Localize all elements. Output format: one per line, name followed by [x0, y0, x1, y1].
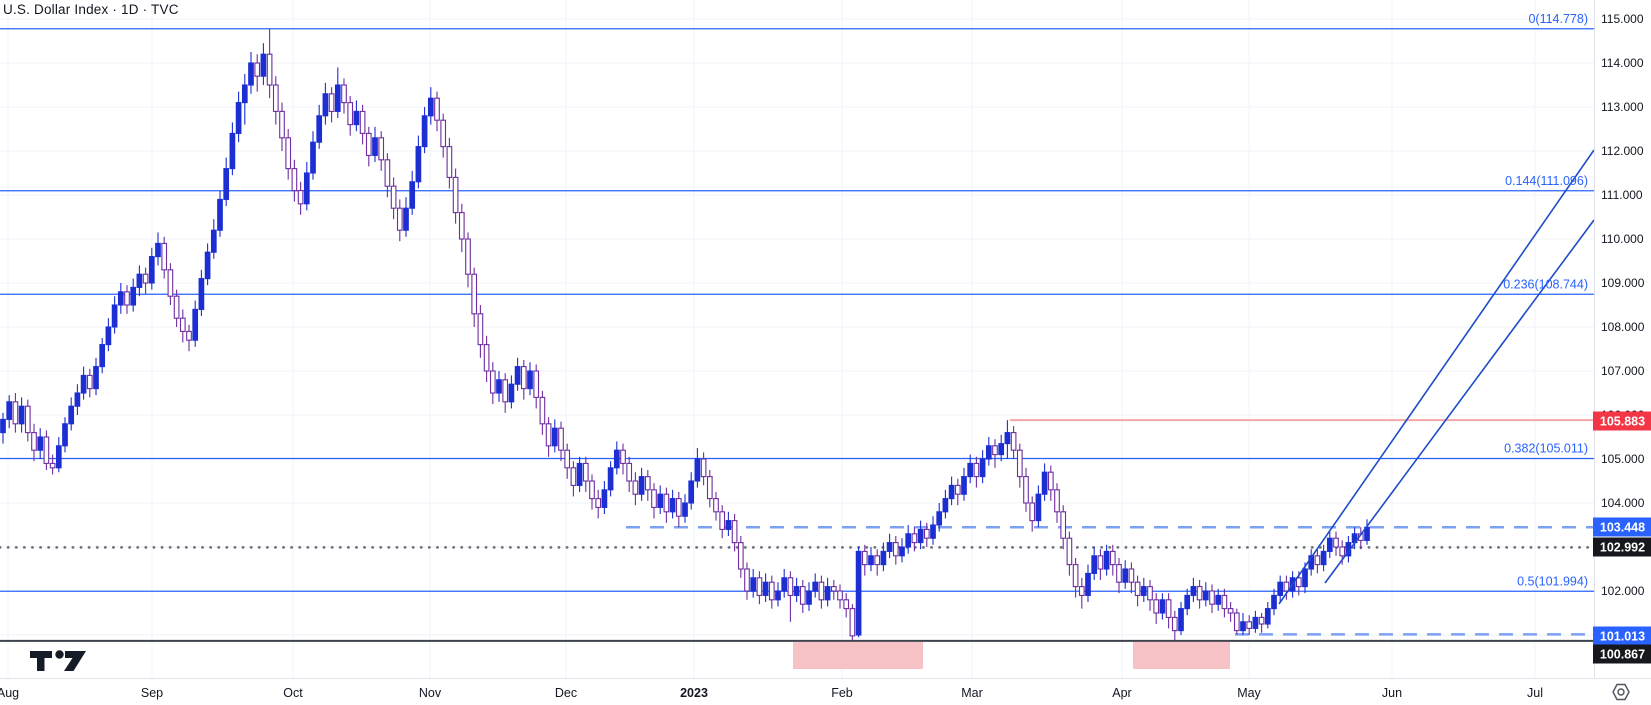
- tradingview-logo[interactable]: [28, 648, 100, 679]
- fib-level-label: 0.144(111.096): [1505, 174, 1588, 188]
- price-scale-label: 111.000: [1601, 188, 1643, 202]
- time-scale-label: Nov: [419, 686, 442, 700]
- highlight-zones: [793, 642, 1230, 669]
- price-tag-value: 100.867: [1600, 648, 1645, 662]
- time-scale-label: Jul: [1527, 686, 1543, 700]
- price-tag-bg: [1593, 644, 1651, 664]
- time-scale-label: Jun: [1382, 686, 1402, 700]
- price-scale-label: 113.000: [1601, 100, 1644, 114]
- time-scale-label: Sep: [141, 686, 163, 700]
- price-tag-value: 103.448: [1600, 521, 1645, 535]
- price-scale-label: 115.000: [1601, 12, 1644, 26]
- price-tag-value: 105.883: [1600, 415, 1645, 429]
- fib-level-label: 0.382(105.011): [1504, 442, 1588, 456]
- price-tag-value: 101.013: [1600, 630, 1645, 644]
- price-scale-label: 109.000: [1601, 276, 1645, 290]
- time-scale-label: Oct: [283, 686, 303, 700]
- price-scale-label: 104.000: [1601, 496, 1645, 510]
- symbol-title: U.S. Dollar Index · 1D · TVC: [3, 2, 179, 17]
- fib-level-label: 0.5(101.994): [1517, 574, 1588, 588]
- price-scale-label: 105.000: [1601, 452, 1645, 466]
- price-scale-label: 114.000: [1601, 56, 1644, 70]
- fib-labels: 0(114.778) 0.144(111.096) 0.236(108.744) 0.…: [1503, 12, 1588, 588]
- price-scale-label: 108.000: [1601, 320, 1645, 334]
- candlesticks: [0, 28, 1370, 641]
- price-tag-value: 102.992: [1600, 541, 1645, 555]
- fib-level-label: 0(114.778): [1528, 12, 1588, 26]
- price-scale[interactable]: 115.000 114.000 113.000 112.000 111.000 110.0…: [1601, 12, 1645, 598]
- price-scale-label: 110.000: [1601, 232, 1644, 246]
- time-scale-label: Feb: [831, 686, 853, 700]
- price-scale-label: 102.000: [1601, 584, 1645, 598]
- fib-level-label: 0.236(108.744): [1503, 277, 1588, 291]
- price-scale-label: 112.000: [1601, 144, 1644, 158]
- price-tag-bg: [1593, 517, 1651, 537]
- time-scale[interactable]: Aug Sep Oct Nov Dec 2023 Feb Mar Apr May Jun Jul: [0, 686, 1543, 700]
- time-scale-label: 2023: [680, 686, 708, 700]
- time-scale-label: Aug: [0, 686, 19, 700]
- time-scale-label: Mar: [961, 686, 983, 700]
- plot-area: [0, 0, 1594, 678]
- price-tag-bg: [1593, 537, 1651, 557]
- trend-channel-lines[interactable]: [1278, 149, 1594, 605]
- settings-icon[interactable]: [1608, 681, 1634, 705]
- time-scale-label: Dec: [555, 686, 577, 700]
- price-scale-label: 107.000: [1601, 364, 1645, 378]
- time-scale-label: May: [1237, 686, 1261, 700]
- tradingview-logo-glyph: [30, 650, 86, 671]
- settings-icon-glyph: [1612, 683, 1630, 701]
- price-tag-bg: [1593, 411, 1651, 431]
- price-tag-bg: [1593, 626, 1651, 646]
- fib-retracement-lines[interactable]: [0, 28, 1594, 592]
- price-tags: 105.883 103.448 102.992 101.013 100.867: [1593, 411, 1651, 664]
- time-scale-label: Apr: [1112, 686, 1131, 700]
